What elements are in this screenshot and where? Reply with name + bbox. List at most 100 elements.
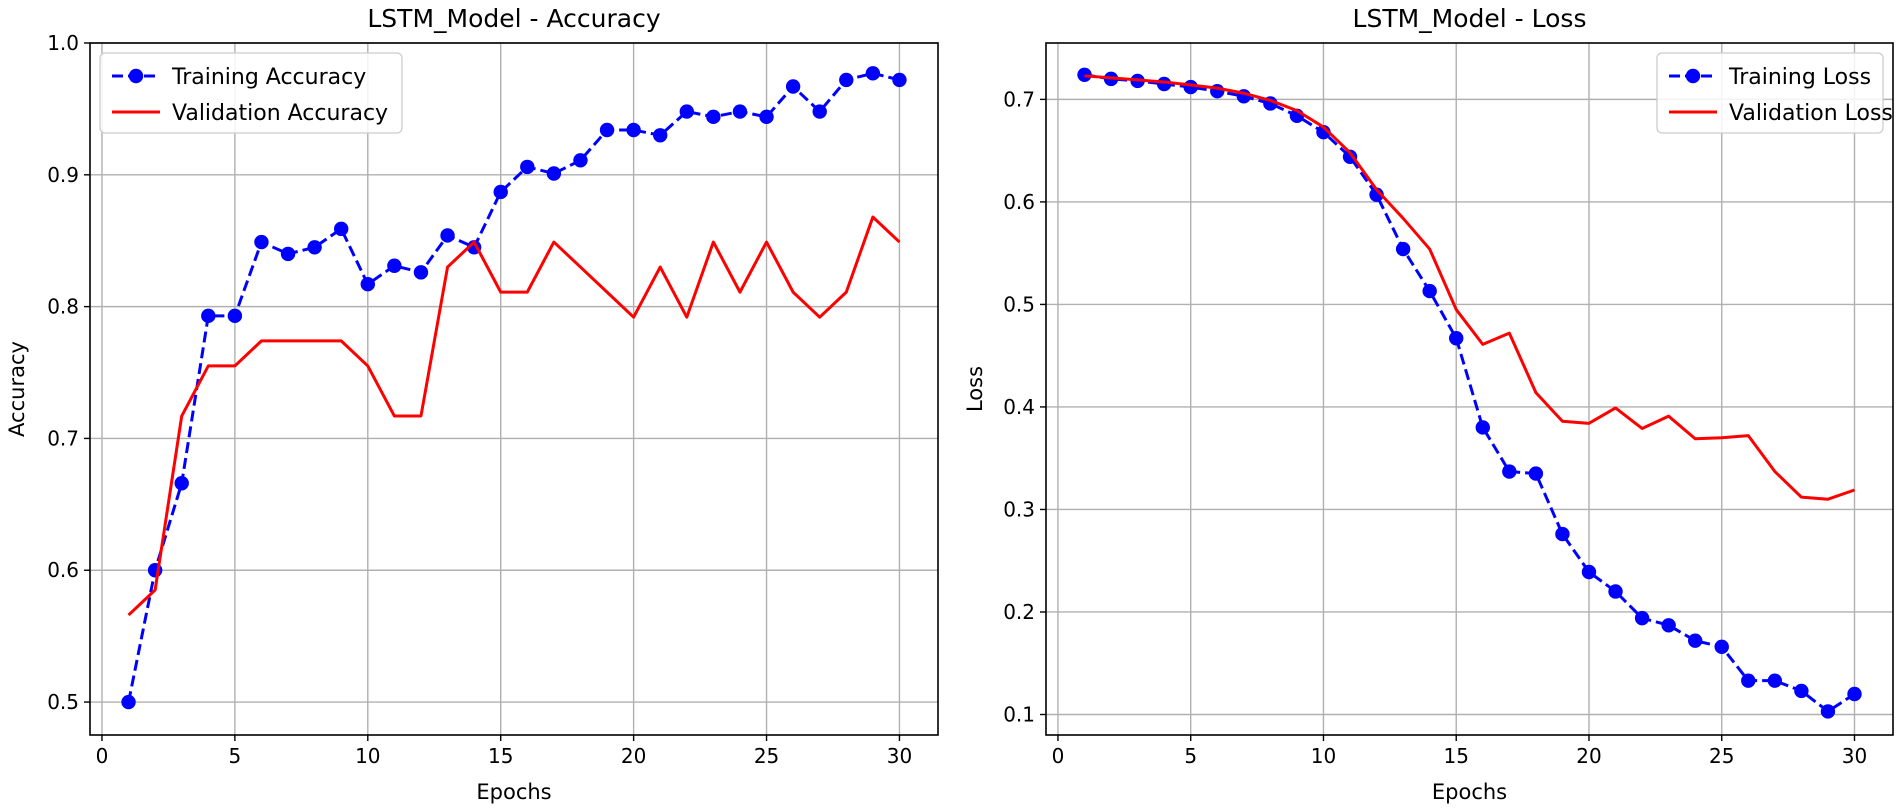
data-point (1449, 331, 1464, 346)
data-point (334, 221, 349, 237)
data-point (493, 184, 508, 200)
x-axis-label: Epochs (476, 780, 551, 804)
y-tick-label: 0.6 (47, 558, 79, 582)
data-point (732, 104, 748, 119)
data-point (307, 240, 322, 255)
data-point (785, 79, 801, 94)
x-tick-label: 5 (229, 744, 242, 768)
legend-label: Validation Loss (1729, 101, 1893, 126)
x-tick-label: 20 (621, 744, 646, 768)
legend-marker (128, 68, 144, 84)
x-tick-label: 5 (1184, 744, 1197, 768)
y-tick-label: 1.0 (47, 31, 79, 55)
data-point (599, 122, 615, 138)
series-line (127, 71, 900, 703)
data-point (1634, 610, 1650, 626)
data-point (1794, 683, 1809, 699)
data-point (1661, 618, 1676, 633)
data-point (839, 72, 854, 88)
x-tick-label: 0 (96, 744, 109, 768)
data-point (759, 109, 774, 125)
data-point (254, 234, 269, 250)
data-point (865, 66, 881, 81)
data-point (1369, 187, 1384, 202)
chart-title: LSTM_Model - Loss (1353, 4, 1587, 33)
y-axis-label: Accuracy (5, 341, 29, 437)
y-tick-label: 0.5 (1003, 292, 1035, 316)
grid-lines (90, 42, 938, 735)
series-training-accuracy (121, 66, 907, 710)
series-training-loss (1077, 67, 1862, 719)
data-point (1767, 673, 1783, 688)
y-tick-label: 0.1 (1003, 702, 1035, 726)
chart-2: 0 5 10 15 20 25 30 0.1 0.2 0.3 0.4 0.5 0.6 0.7 LSTM_Mo… (963, 4, 1894, 804)
x-tick-label: 10 (1311, 744, 1336, 768)
data-point (1581, 564, 1597, 580)
y-tick-label: 0.7 (1003, 87, 1035, 111)
chart-title: LSTM_Model - Accuracy (367, 4, 660, 33)
series-validation-loss (1084, 74, 1855, 501)
x-tick-label: 10 (355, 744, 380, 768)
grid-lines (1046, 43, 1893, 735)
data-point (653, 128, 668, 143)
data-point (1820, 704, 1836, 719)
y-tick-label: 0.5 (47, 690, 79, 714)
data-point (1555, 526, 1570, 542)
data-point (626, 122, 641, 138)
data-point (227, 308, 243, 324)
data-point (1422, 283, 1437, 299)
legend-marker (1685, 68, 1701, 84)
x-tick-label: 20 (1576, 744, 1601, 768)
legend: Training Loss Validation Loss (1656, 52, 1893, 134)
data-point (121, 694, 136, 710)
data-point (1342, 149, 1358, 164)
data-point (520, 159, 535, 175)
y-axis-label: Loss (963, 366, 987, 412)
chart-1: 0 5 10 15 20 25 30 0.5 0.6 0.7 0.8 0.9 1.0 LSTM_Model… (5, 4, 939, 804)
plot-frame (89, 42, 939, 736)
data-point (706, 109, 721, 125)
y-tick-label: 0.7 (47, 426, 79, 450)
data-point (360, 277, 375, 292)
data-point (280, 246, 296, 262)
legend-label: Training Accuracy (171, 65, 366, 90)
x-tick-label: 0 (1052, 744, 1065, 768)
x-tick-label: 25 (754, 744, 779, 768)
x-tick-label: 30 (1842, 744, 1867, 768)
data-point (573, 153, 588, 168)
data-point (1687, 633, 1703, 648)
data-point (1528, 466, 1544, 481)
data-point (892, 72, 907, 88)
y-tick-label: 0.9 (47, 163, 79, 187)
y-tick-label: 0.4 (1003, 395, 1035, 419)
data-point (546, 166, 562, 181)
legend-frame (99, 52, 403, 134)
y-tick-label: 0.6 (1003, 190, 1035, 214)
x-tick-label: 30 (887, 744, 912, 768)
series-validation-accuracy (127, 215, 901, 617)
data-point (1714, 639, 1729, 655)
series-line (127, 215, 901, 617)
data-point (1741, 673, 1756, 688)
x-axis-label: Epochs (1432, 780, 1507, 804)
data-point (1608, 584, 1623, 599)
data-point (1077, 67, 1092, 82)
x-tick-label: 15 (1443, 744, 1468, 768)
legend-label: Validation Accuracy (172, 101, 388, 126)
data-point (387, 258, 402, 273)
data-point (440, 228, 455, 243)
x-tick-label: 25 (1709, 744, 1734, 768)
data-point (679, 104, 694, 119)
plot-frame (1045, 42, 1894, 736)
series-line (1084, 74, 1855, 501)
data-point (174, 476, 189, 491)
data-point (1847, 686, 1862, 702)
data-point (1475, 420, 1490, 435)
legend-label: Training Loss (1728, 65, 1871, 90)
y-tick-label: 0.2 (1003, 600, 1035, 624)
legend: Training Accuracy Validation Accuracy (99, 52, 403, 134)
data-point (413, 265, 429, 280)
y-tick-label: 0.3 (1003, 497, 1035, 521)
y-tick-label: 0.8 (47, 295, 79, 319)
